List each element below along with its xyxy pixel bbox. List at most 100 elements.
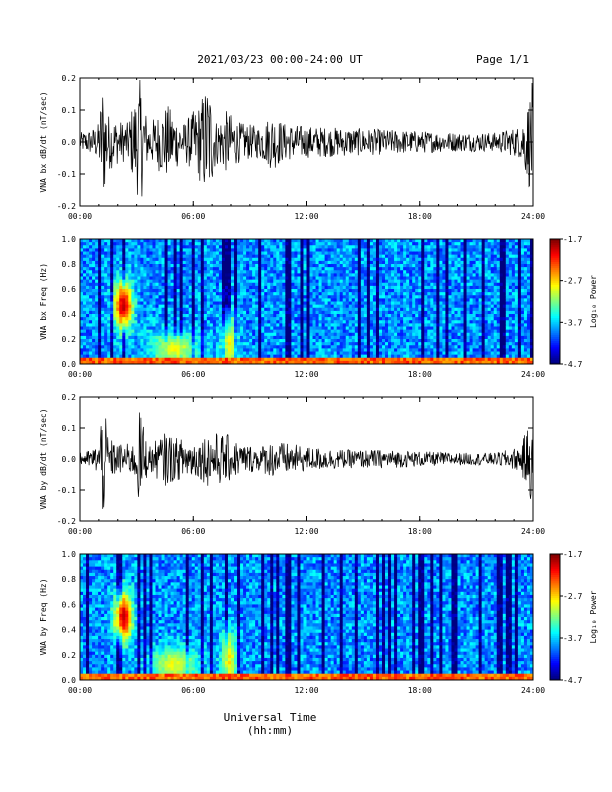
heatmap-cell <box>110 317 114 321</box>
heatmap-cell <box>203 264 208 268</box>
heatmap-cell <box>231 248 235 252</box>
heatmap-cell <box>382 354 386 359</box>
heatmap-cell <box>424 301 428 306</box>
heatmap-cell <box>424 248 428 252</box>
heatmap-cell <box>215 310 220 315</box>
heatmap-cell <box>430 342 434 346</box>
heatmap-cell <box>176 273 181 277</box>
heatmap-cell <box>179 273 184 277</box>
heatmap-cell <box>264 354 268 359</box>
heatmap-cell <box>394 326 398 331</box>
heatmap-cell <box>406 351 410 356</box>
y-tick-label: -0.1 <box>57 170 76 179</box>
heatmap-cell <box>258 242 262 246</box>
heatmap-cell <box>122 320 126 324</box>
heatmap-cell <box>345 304 350 309</box>
heatmap-cell <box>363 267 368 271</box>
heatmap-cell <box>276 289 280 293</box>
heatmap-cell <box>433 285 437 290</box>
heatmap-cell <box>209 320 214 324</box>
heatmap-cell <box>155 245 159 249</box>
heatmap-cell <box>324 289 329 293</box>
heatmap-cell <box>173 282 178 287</box>
heatmap-cell <box>357 267 362 271</box>
heatmap-cell <box>231 360 235 365</box>
heatmap-cell <box>243 257 247 262</box>
heatmap-cell <box>348 267 353 271</box>
heatmap-cell <box>312 239 316 243</box>
heatmap-cell <box>176 242 181 246</box>
heatmap-cell <box>354 332 359 337</box>
heatmap-cell <box>182 295 187 299</box>
heatmap-cell <box>421 257 425 262</box>
heatmap-cell <box>92 354 96 359</box>
heatmap-cell <box>95 276 99 281</box>
heatmap-cell <box>421 360 425 365</box>
heatmap-cell <box>378 248 383 252</box>
heatmap-cell <box>363 314 368 318</box>
heatmap-cell <box>382 335 386 340</box>
heatmap-cell <box>312 314 316 318</box>
heatmap-cell <box>176 301 181 306</box>
heatmap-cell <box>315 323 319 327</box>
heatmap-cell <box>363 320 368 324</box>
heatmap-cell <box>400 301 404 306</box>
heatmap-cell <box>140 292 144 296</box>
heatmap-cell <box>227 342 232 346</box>
heatmap-cell <box>270 357 274 362</box>
heatmap-cell <box>92 345 96 349</box>
heatmap-cell <box>137 357 141 362</box>
heatmap-cell <box>285 335 289 340</box>
heatmap-cell <box>101 242 105 246</box>
heatmap-cell <box>382 267 386 271</box>
heatmap-cell <box>351 276 356 281</box>
heatmap-cell <box>439 310 443 315</box>
heatmap-cell <box>110 289 114 293</box>
heatmap-cell <box>303 332 307 337</box>
heatmap-cell <box>125 345 129 349</box>
heatmap-cell <box>140 254 144 259</box>
heatmap-cell <box>200 254 205 259</box>
heatmap-cell <box>333 320 338 324</box>
heatmap-cell <box>227 301 232 306</box>
heatmap-cell <box>409 245 413 249</box>
heatmap-cell <box>294 354 298 359</box>
heatmap-cell <box>385 348 389 352</box>
heatmap-cell <box>285 326 289 331</box>
heatmap-cell <box>137 354 141 359</box>
heatmap-cell <box>149 348 153 352</box>
heatmap-cell <box>128 301 132 306</box>
heatmap-cell <box>152 339 156 343</box>
heatmap-cell <box>394 285 398 290</box>
heatmap-cell <box>176 357 181 362</box>
heatmap-cell <box>185 285 190 290</box>
heatmap-cell <box>372 360 377 365</box>
heatmap-cell <box>382 276 386 281</box>
heatmap-cell <box>227 273 232 277</box>
heatmap-cell <box>309 264 313 268</box>
heatmap-cell <box>197 260 202 265</box>
heatmap-cell <box>294 342 298 346</box>
heatmap-cell <box>182 289 187 293</box>
heatmap-cell <box>182 257 187 262</box>
heatmap-cell <box>276 242 280 246</box>
heatmap-cell <box>324 335 329 340</box>
heatmap-cell <box>255 320 259 324</box>
heatmap-cell <box>258 239 262 243</box>
heatmap-cell <box>360 320 365 324</box>
heatmap-cell <box>303 339 307 343</box>
heatmap-cell <box>101 329 105 334</box>
heatmap-cell <box>182 339 187 343</box>
heatmap-cell <box>116 273 120 277</box>
heatmap-cell <box>424 251 428 256</box>
heatmap-cell <box>282 279 286 284</box>
heatmap-cell <box>351 317 356 321</box>
heatmap-cell <box>122 298 126 302</box>
heatmap-cell <box>218 251 223 256</box>
heatmap-cell <box>146 264 150 268</box>
heatmap-cell <box>279 323 283 327</box>
heatmap-cell <box>194 282 199 287</box>
heatmap-cell <box>125 326 129 331</box>
heatmap-cell <box>382 279 386 284</box>
heatmap-cell <box>122 242 126 246</box>
